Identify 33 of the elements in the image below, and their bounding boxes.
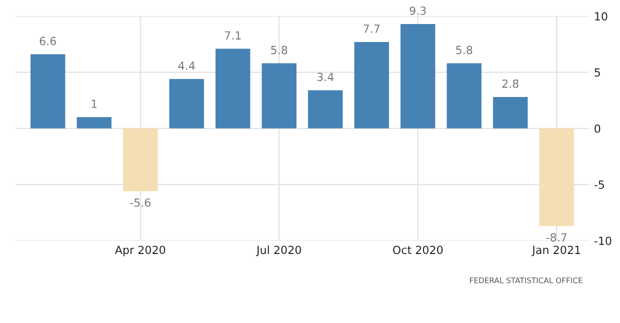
data-label: -8.7 [546,233,567,242]
bar [493,96,528,128]
bar [539,128,574,226]
data-label: 3.4 [317,72,334,82]
y-tick-label: -10 [594,236,612,246]
y-tick-label: -5 [594,180,604,189]
data-label: 5.8 [271,46,288,54]
data-label: 7.7 [364,24,380,33]
data-label: 7.1 [224,31,241,40]
data-label: 5.8 [456,46,472,54]
y-tick-label: 5 [594,68,600,77]
bar [308,90,343,128]
x-tick-label: Apr 2020 [114,246,166,256]
data-label: 6.6 [40,36,56,46]
y-tick-label: 10 [595,12,608,21]
x-tick-label: Jul 2020 [256,245,301,256]
y-tick-label: 0 [594,124,600,133]
bar [262,63,296,128]
bar [30,54,66,128]
bar [354,42,389,128]
data-label: 4.4 [178,62,195,70]
bar [216,48,250,128]
bar [446,63,482,128]
bar [400,24,436,128]
bar [169,79,204,128]
data-label: 9.3 [410,6,426,15]
bar [123,128,158,192]
x-tick-label: Jan 2021 [532,246,580,256]
data-label: 2.8 [502,79,518,88]
x-tick-label: Oct 2020 [392,246,443,254]
data-label: -5.6 [130,198,151,207]
bar [76,117,112,128]
data-label: 1 [92,100,97,108]
